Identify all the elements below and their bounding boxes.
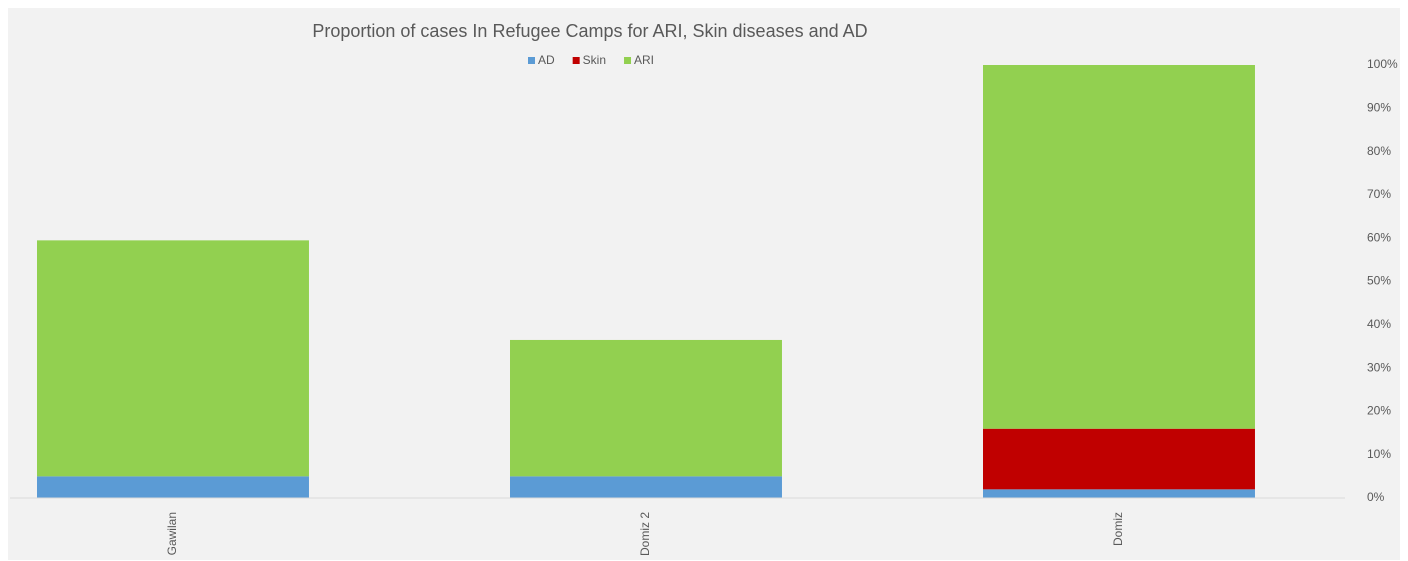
legend-label: Skin [583,53,606,67]
y-tick-label: 20% [1367,404,1391,418]
legend-label: AD [538,53,555,67]
bar-segment [983,489,1255,498]
y-tick-label: 70% [1367,187,1391,201]
x-tick-label: Gawilan [165,512,179,555]
bar-segment [510,339,782,477]
x-tick-label: Domiz 2 [638,512,652,556]
y-tick-label: 100% [1367,57,1398,71]
bar-segment [37,476,309,498]
legend-swatch [624,57,632,64]
bar-segment [37,240,309,477]
y-tick-label: 30% [1367,360,1391,374]
bar-segment [510,476,782,498]
legend-swatch [528,57,535,64]
bar-segment [983,65,1255,429]
y-tick-label: 0% [1367,490,1385,504]
legend-swatch [572,57,580,64]
y-tick-label: 40% [1367,317,1391,331]
y-tick-label: 50% [1367,274,1391,288]
y-tick-label: 10% [1367,447,1391,461]
bar-segment [983,428,1255,490]
legend-label: ARI [634,53,654,67]
y-tick-label: 90% [1367,100,1391,114]
y-tick-label: 80% [1367,144,1391,158]
x-tick-label: Domiz [1111,512,1125,546]
chart-title: Proportion of cases In Refugee Camps for… [312,21,867,41]
y-tick-label: 60% [1367,230,1391,244]
